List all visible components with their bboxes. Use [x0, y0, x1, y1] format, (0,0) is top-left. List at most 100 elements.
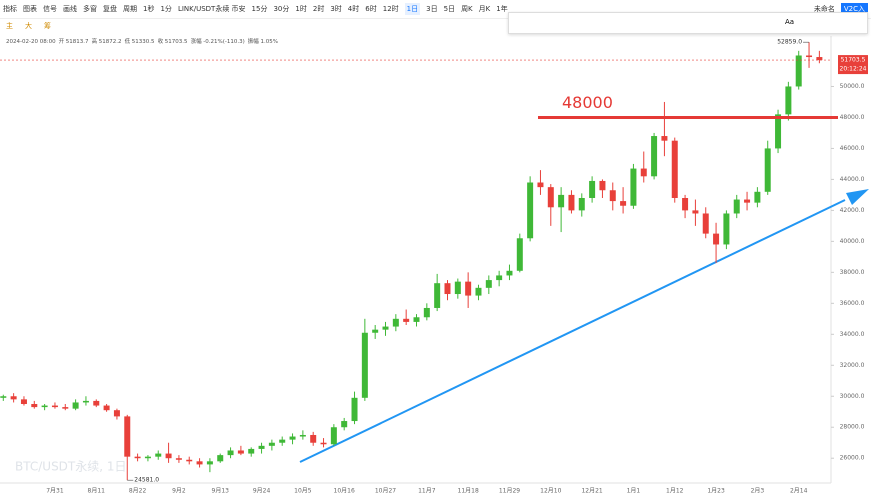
- candle-body: [454, 281, 461, 295]
- toolbar-button[interactable]: 指标: [3, 5, 17, 13]
- extreme-label: 52859.0: [777, 39, 802, 46]
- last-price-box: [838, 55, 868, 75]
- candle-body: [599, 180, 606, 191]
- candle-body: [186, 459, 193, 462]
- candle-body: [289, 436, 296, 440]
- candle-body: [124, 416, 131, 457]
- candle-body: [382, 326, 389, 330]
- x-tick-label: 1月23: [707, 488, 725, 495]
- candle-body: [568, 194, 575, 211]
- y-tick-label: 40000.0: [840, 238, 865, 245]
- y-tick-label: 48000.0: [840, 114, 865, 121]
- indicator-button[interactable]: 主: [6, 21, 13, 30]
- x-tick-label: 11月18: [458, 488, 479, 495]
- x-tick-label: 7月31: [46, 488, 64, 495]
- candle-body: [713, 233, 720, 245]
- candle-body: [692, 210, 699, 214]
- toolbar-button[interactable]: 5日: [443, 5, 456, 13]
- y-tick-label: 32000.0: [840, 362, 865, 369]
- x-tick-label: 2月14: [790, 488, 808, 495]
- toolbar-button[interactable]: 周期: [123, 5, 137, 13]
- sub-toolbar: 主大筹: [0, 18, 500, 33]
- candle-body: [299, 434, 306, 437]
- candle-body: [10, 396, 17, 400]
- candle-body: [330, 427, 337, 445]
- candle-body: [795, 55, 802, 87]
- text-tool[interactable]: Aa: [785, 18, 795, 26]
- y-tick-label: 34000.0: [840, 331, 865, 338]
- candle-body: [733, 199, 740, 214]
- toolbar-button[interactable]: 2时: [312, 5, 325, 13]
- y-tick-label: 44000.0: [840, 176, 865, 183]
- candle-body: [93, 400, 100, 406]
- toolbar-button[interactable]: 3时: [330, 5, 342, 13]
- candle-body: [723, 213, 730, 245]
- candle-body: [237, 450, 244, 454]
- candle-body: [609, 190, 616, 202]
- candle-body: [206, 461, 213, 465]
- toolbar-button[interactable]: 4时: [347, 5, 360, 13]
- extreme-label: 24581.0: [134, 477, 159, 484]
- y-tick-label: 36000.0: [840, 300, 865, 307]
- candle-body: [444, 283, 451, 295]
- toolbar-button[interactable]: 图表: [23, 5, 37, 13]
- candle-body: [620, 201, 627, 206]
- candle-body: [640, 168, 647, 177]
- toolbar-button[interactable]: 1秒: [143, 5, 155, 13]
- y-axis-bg: [831, 36, 871, 499]
- indicator-button[interactable]: 筹: [44, 21, 51, 30]
- candle-body: [806, 55, 813, 58]
- toolbar-button[interactable]: 6时: [365, 5, 377, 13]
- candle-body: [516, 238, 523, 271]
- candle-body: [661, 136, 668, 141]
- candle-body: [310, 434, 317, 443]
- toolbar-button[interactable]: 1年: [496, 5, 508, 13]
- indicator-button[interactable]: 大: [25, 21, 32, 30]
- candle-body: [465, 281, 472, 296]
- toolbar-button[interactable]: LINK/USDT永续 币安: [177, 5, 246, 13]
- candle-body: [558, 194, 565, 208]
- toolbar-button[interactable]: 画线: [63, 5, 77, 13]
- info-item: 低 51330.5: [124, 39, 155, 45]
- candle-body: [279, 439, 286, 443]
- candle-body: [351, 397, 358, 422]
- candle-body: [527, 182, 534, 239]
- toolbar-button[interactable]: 1日: [404, 3, 421, 15]
- toolbar-button[interactable]: 1时: [295, 5, 307, 13]
- y-tick-label: 46000.0: [840, 145, 865, 152]
- candle-body: [155, 453, 162, 457]
- y-tick-label: 38000.0: [840, 269, 865, 276]
- y-tick-label: 26000.0: [840, 455, 865, 462]
- toolbar-button[interactable]: 多窗: [83, 5, 97, 13]
- candle-body: [589, 180, 596, 198]
- toolbar-button[interactable]: 周K: [461, 5, 473, 13]
- toolbar-button[interactable]: 未命名: [813, 5, 835, 13]
- info-item: 收 51703.5: [157, 39, 188, 45]
- toolbar-button[interactable]: 15分: [251, 5, 268, 13]
- info-item: 高 51872.2: [91, 39, 122, 45]
- toolbar-button[interactable]: 12时: [382, 5, 399, 13]
- candle-body: [671, 140, 678, 198]
- candle-body: [403, 318, 410, 322]
- toolbar-button[interactable]: 3日: [426, 5, 438, 13]
- toolbar-button[interactable]: 信号: [43, 5, 57, 13]
- x-tick-label: 2月3: [751, 488, 765, 495]
- candle-body: [537, 182, 544, 188]
- candle-body: [248, 448, 255, 454]
- candle-body: [651, 136, 658, 177]
- toolbar-button[interactable]: 1分: [160, 5, 172, 13]
- countdown: 20:12:24: [840, 66, 867, 73]
- candle-body: [496, 275, 503, 281]
- x-tick-label: 8月22: [129, 488, 147, 495]
- candle-body: [506, 270, 513, 276]
- x-tick-label: 10月16: [334, 488, 355, 495]
- candle-body: [754, 191, 761, 203]
- toolbar-button[interactable]: 30分: [273, 5, 290, 13]
- toolbar-button[interactable]: 月K: [478, 5, 491, 13]
- last-price-label: 51703.5: [841, 57, 866, 64]
- candle-body: [578, 197, 585, 211]
- toolbar-button[interactable]: 复盘: [103, 5, 117, 13]
- candle-body: [816, 57, 823, 61]
- x-tick-label: 10月27: [375, 488, 396, 495]
- candle-body: [175, 458, 182, 460]
